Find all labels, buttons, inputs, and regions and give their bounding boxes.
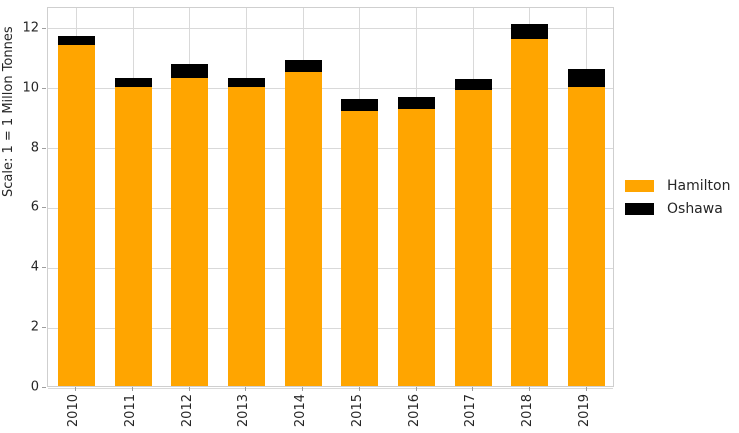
legend-label-oshawa: Oshawa [667, 201, 723, 217]
y-tick-label-6: 6 [30, 199, 39, 215]
y-tick-mark [42, 387, 46, 388]
legend: Hamilton Oshawa [625, 176, 730, 222]
x-tick-label-2016: 2016 [406, 394, 422, 428]
x-tick-label-2015: 2015 [349, 394, 365, 428]
x-tick-mark [472, 387, 474, 391]
y-tick-label-10: 10 [22, 80, 39, 96]
x-tick-mark [302, 387, 304, 391]
x-tick-mark [245, 387, 247, 391]
legend-label-hamilton: Hamilton [667, 178, 731, 194]
y-tick-mark [42, 327, 46, 329]
bar-segment-oshawa-2014 [284, 59, 322, 72]
y-tick-label-8: 8 [30, 140, 39, 156]
x-tick-mark [132, 387, 134, 391]
x-tick-label-2017: 2017 [463, 394, 479, 428]
bar-segment-oshawa-2017 [454, 79, 492, 90]
x-tick-label-2019: 2019 [576, 394, 592, 428]
bar-segment-oshawa-2016 [398, 97, 436, 110]
bar-segment-hamilton-2012 [171, 77, 209, 386]
y-tick-mark [42, 207, 46, 209]
gridline-y-4 [48, 267, 613, 269]
legend-item-oshawa: Oshawa [625, 199, 730, 219]
y-tick-mark [42, 147, 46, 149]
x-tick-mark [415, 387, 417, 391]
bar-segment-hamilton-2014 [284, 71, 322, 386]
plot-area [47, 7, 614, 389]
bar-segment-hamilton-2013 [227, 86, 265, 386]
bar-segment-hamilton-2019 [568, 86, 606, 386]
bar-segment-hamilton-2016 [398, 109, 436, 386]
y-tick-mark [42, 267, 46, 269]
bar-segment-oshawa-2019 [568, 68, 606, 87]
x-tick-mark [358, 387, 360, 391]
bar-segment-hamilton-2010 [57, 44, 95, 386]
gridline-y-6 [48, 207, 613, 209]
y-tick-label-4: 4 [30, 259, 39, 275]
bar-segment-hamilton-2015 [341, 110, 379, 386]
bar-segment-hamilton-2018 [511, 38, 549, 386]
gridline-y-10 [48, 88, 613, 90]
gridline-y-12 [48, 28, 613, 30]
bar-segment-oshawa-2018 [511, 23, 549, 39]
x-tick-label-2011: 2011 [123, 394, 139, 428]
x-tick-label-2012: 2012 [179, 394, 195, 428]
bar-segment-oshawa-2013 [227, 77, 265, 87]
legend-item-hamilton: Hamilton [625, 176, 730, 196]
y-tick-label-0: 0 [30, 379, 39, 395]
bar-segment-hamilton-2011 [114, 86, 152, 386]
x-tick-mark [188, 387, 190, 391]
bar-segment-hamilton-2017 [454, 89, 492, 386]
bar-segment-oshawa-2012 [171, 64, 209, 78]
x-tick-mark [585, 387, 587, 391]
x-tick-label-2010: 2010 [66, 394, 82, 428]
legend-swatch-oshawa [625, 203, 654, 215]
bar-segment-oshawa-2011 [114, 77, 152, 87]
x-tick-label-2013: 2013 [236, 394, 252, 428]
gridline-y-2 [48, 327, 613, 329]
gridline-y-0 [48, 387, 613, 389]
x-tick-mark [75, 387, 77, 391]
legend-swatch-hamilton [625, 180, 654, 192]
gridline-y-8 [48, 148, 613, 150]
y-tick-label-12: 12 [22, 20, 39, 36]
bar-segment-oshawa-2015 [341, 98, 379, 111]
y-tick-label-2: 2 [30, 319, 39, 335]
x-tick-mark [528, 387, 530, 391]
y-tick-mark [42, 27, 46, 29]
x-tick-label-2014: 2014 [293, 394, 309, 428]
y-tick-mark [42, 87, 46, 89]
x-tick-label-2018: 2018 [519, 394, 535, 428]
bar-segment-oshawa-2010 [57, 35, 95, 45]
